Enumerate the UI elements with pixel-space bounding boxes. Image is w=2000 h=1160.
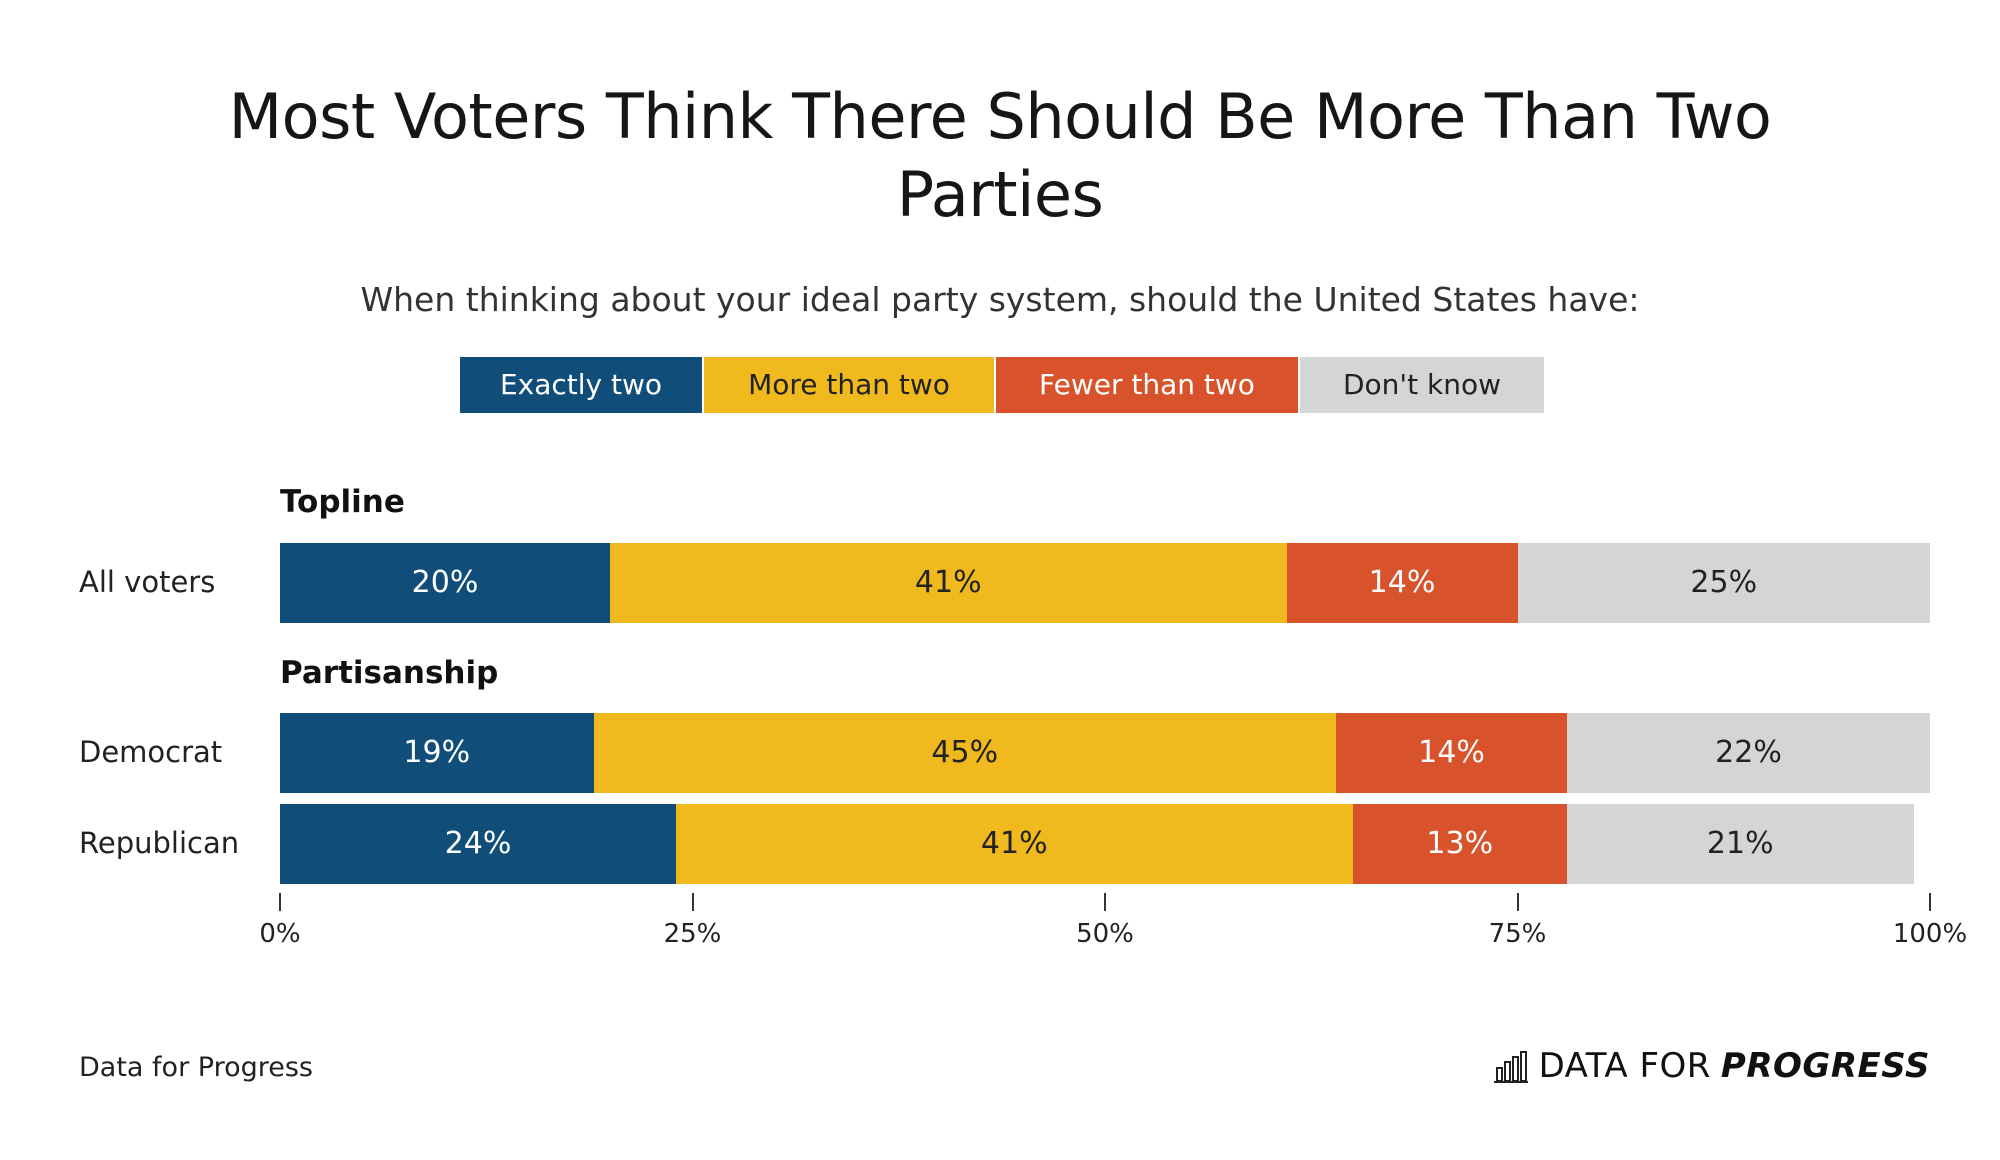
x-axis-tick [1104, 893, 1106, 911]
x-axis-tick [691, 893, 694, 911]
legend: Exactly two More than two Fewer than two… [0, 357, 2000, 413]
bar-segment-more-than-two: 41% [676, 804, 1353, 884]
legend-item-more-than-two: More than two [704, 357, 994, 413]
bar-segment-more-than-two: 41% [610, 543, 1287, 623]
chart-title-line-2: Parties [896, 158, 1104, 231]
bar-row-democrat: 19% 45% 14% 22% [280, 713, 1930, 793]
x-axis-tick-label: 75% [1488, 919, 1547, 949]
brand-text-part-2: PROGRESS [1720, 1046, 1930, 1086]
legend-item-fewer-than-two: Fewer than two [996, 357, 1298, 413]
x-axis-tick-label: 0% [259, 919, 301, 949]
group-label-topline: Topline [280, 484, 405, 520]
row-label-republican: Republican [79, 826, 240, 860]
row-label-all-voters: All voters [79, 565, 216, 599]
bar-segment-don-t-know: 25% [1517, 543, 1930, 623]
x-axis-tick-label: 50% [1076, 919, 1134, 949]
chart-title-line-1: Most Voters Think There Should Be More T… [228, 80, 1772, 153]
bar-segment-exactly-two: 24% [280, 804, 676, 884]
x-axis-tick [1929, 893, 1931, 911]
legend-item-dont-know: Don't know [1300, 357, 1544, 413]
legend-item-exactly-two: Exactly two [460, 357, 702, 413]
x-axis-tick [1516, 893, 1519, 911]
x-axis-tick [279, 893, 281, 911]
bar-segment-exactly-two: 20% [280, 543, 610, 623]
bar-segment-fewer-than-two: 13% [1352, 804, 1567, 884]
bar-row-all-voters: 20% 41% 14% 25% [280, 543, 1930, 623]
bar-chart-logo-icon [1493, 1051, 1528, 1083]
x-axis-tick-label: 25% [663, 919, 722, 949]
chart-subtitle: When thinking about your ideal party sys… [360, 280, 1640, 319]
bar-segment-don-t-know: 22% [1567, 713, 1930, 793]
chart-title: Most Voters Think There Should Be More T… [0, 78, 2000, 234]
bar-segment-don-t-know: 21% [1567, 804, 1914, 884]
bar-row-republican: 24% 41% 13% 21% [280, 804, 1930, 884]
group-label-partisanship: Partisanship [280, 655, 499, 691]
row-label-democrat: Democrat [79, 735, 223, 769]
bar-segment-fewer-than-two: 14% [1286, 543, 1518, 623]
bar-segment-fewer-than-two: 14% [1336, 713, 1567, 793]
bar-segment-more-than-two: 45% [593, 713, 1336, 793]
x-axis-tick-label: 100% [1892, 919, 1968, 949]
source-note: Data for Progress [79, 1052, 313, 1083]
brand-logo: DATA FOR PROGRESS [1493, 1044, 1930, 1088]
bar-segment-exactly-two: 19% [280, 713, 594, 793]
brand-text-part-1: DATA FOR [1538, 1046, 1711, 1086]
x-axis: 0% 25% 50% 75% 100% [0, 893, 2000, 953]
